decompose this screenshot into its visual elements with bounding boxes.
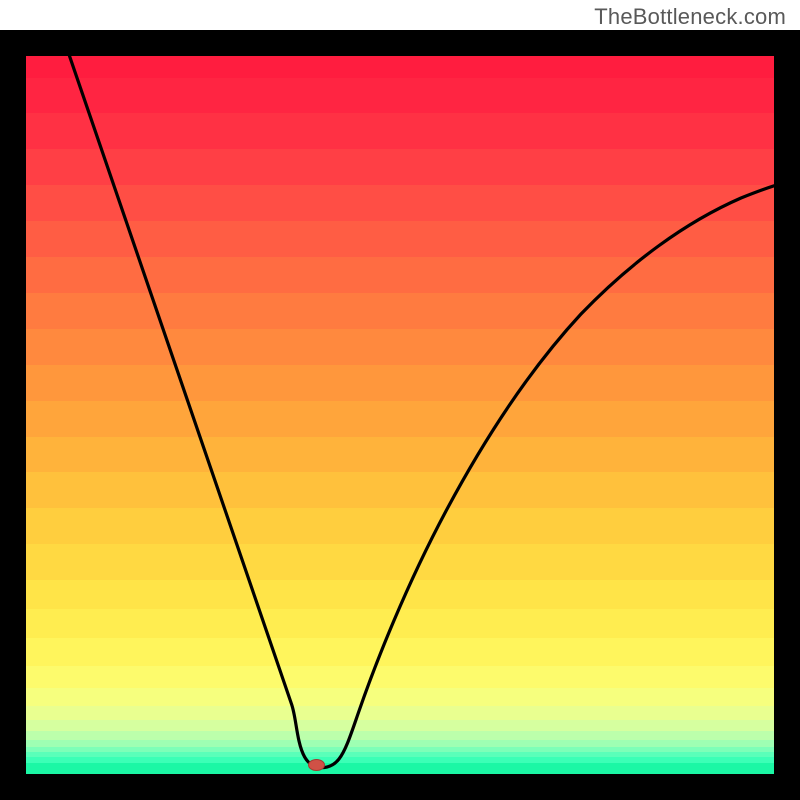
watermark-text: TheBottleneck.com [594, 4, 786, 30]
frame-border-right [774, 30, 800, 800]
optimal-point-marker [308, 759, 325, 771]
frame-border-bottom [0, 774, 800, 800]
plot-area [26, 56, 774, 774]
frame-border-left [0, 30, 26, 800]
frame-border-top [0, 30, 800, 56]
bottleneck-curve [26, 56, 774, 774]
